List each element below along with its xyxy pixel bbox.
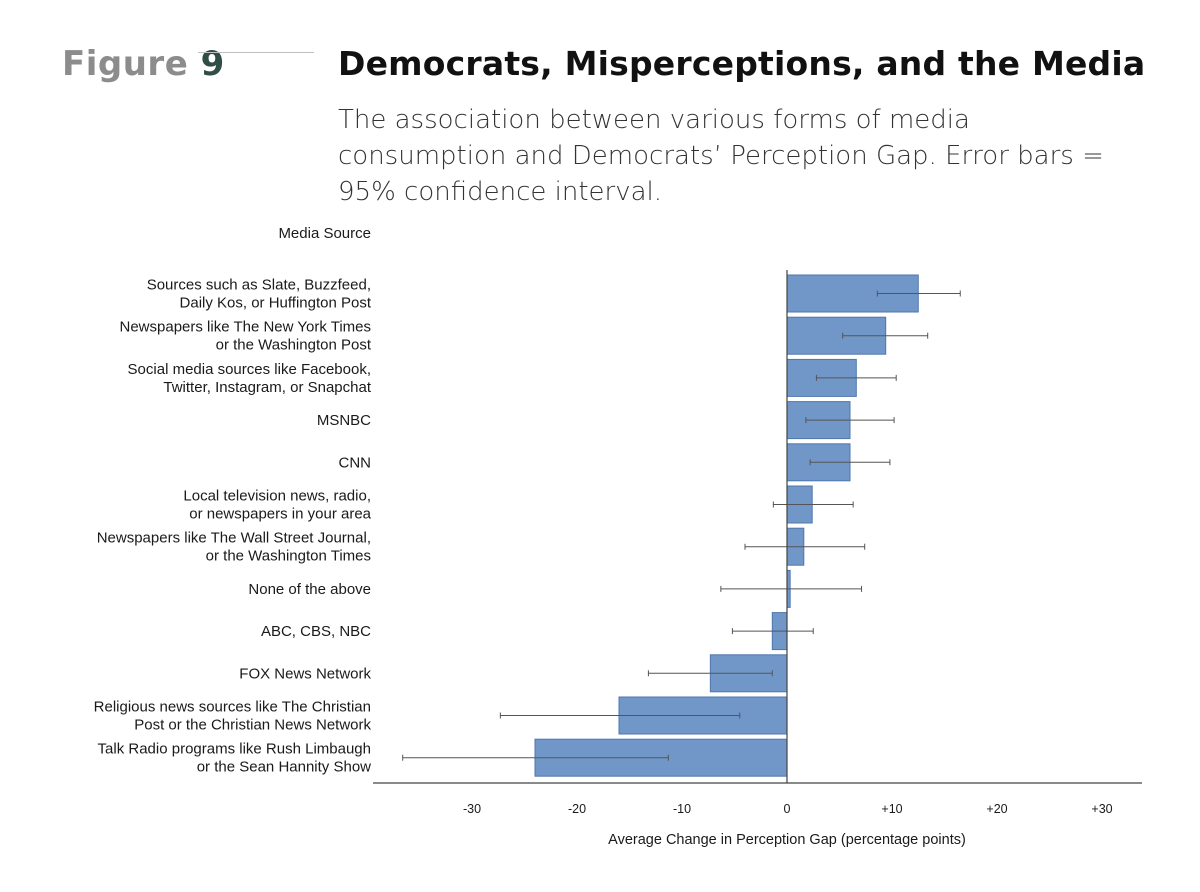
category-label: MSNBC — [317, 412, 371, 429]
category-label: Social media sources like Facebook, Twitt… — [128, 361, 372, 396]
category-label: CNN — [339, 454, 372, 471]
chart-subtitle: The association between various forms of… — [338, 105, 1104, 207]
x-tick-label: +30 — [1091, 802, 1112, 816]
chart-title: Democrats, Misperceptions, and the Media — [338, 44, 1146, 83]
category-axis-label: Media Source — [278, 225, 371, 242]
category-label: None of the above — [248, 581, 371, 598]
x-axis-label: Average Change in Perception Gap (percen… — [608, 832, 966, 848]
category-label: Religious news sources like The Christia… — [94, 699, 372, 734]
x-tick-label: +20 — [986, 802, 1007, 816]
category-label: Sources such as Slate, Buzzfeed, Daily Ko… — [147, 277, 372, 312]
figure-label: Figure 9 — [62, 44, 225, 84]
category-label: FOX News Network — [239, 665, 371, 682]
x-tick-label: -30 — [463, 802, 481, 816]
x-tick-label: -10 — [673, 802, 691, 816]
x-tick-label: 0 — [784, 802, 791, 816]
figure-rule — [198, 52, 314, 53]
category-label: Newspapers like The Wall Street Journal,… — [97, 530, 371, 565]
category-label: Talk Radio programs like Rush Limbaugh or… — [98, 741, 372, 776]
category-label: Local television news, radio, or newspape… — [183, 488, 371, 523]
x-tick-label: +10 — [881, 802, 902, 816]
figure-label-text: Figure — [62, 44, 189, 84]
category-label: ABC, CBS, NBC — [261, 623, 371, 640]
category-label: Newspapers like The New York Times or the… — [120, 319, 372, 354]
figure-number: 9 — [200, 44, 225, 84]
x-tick-label: -20 — [568, 802, 586, 816]
